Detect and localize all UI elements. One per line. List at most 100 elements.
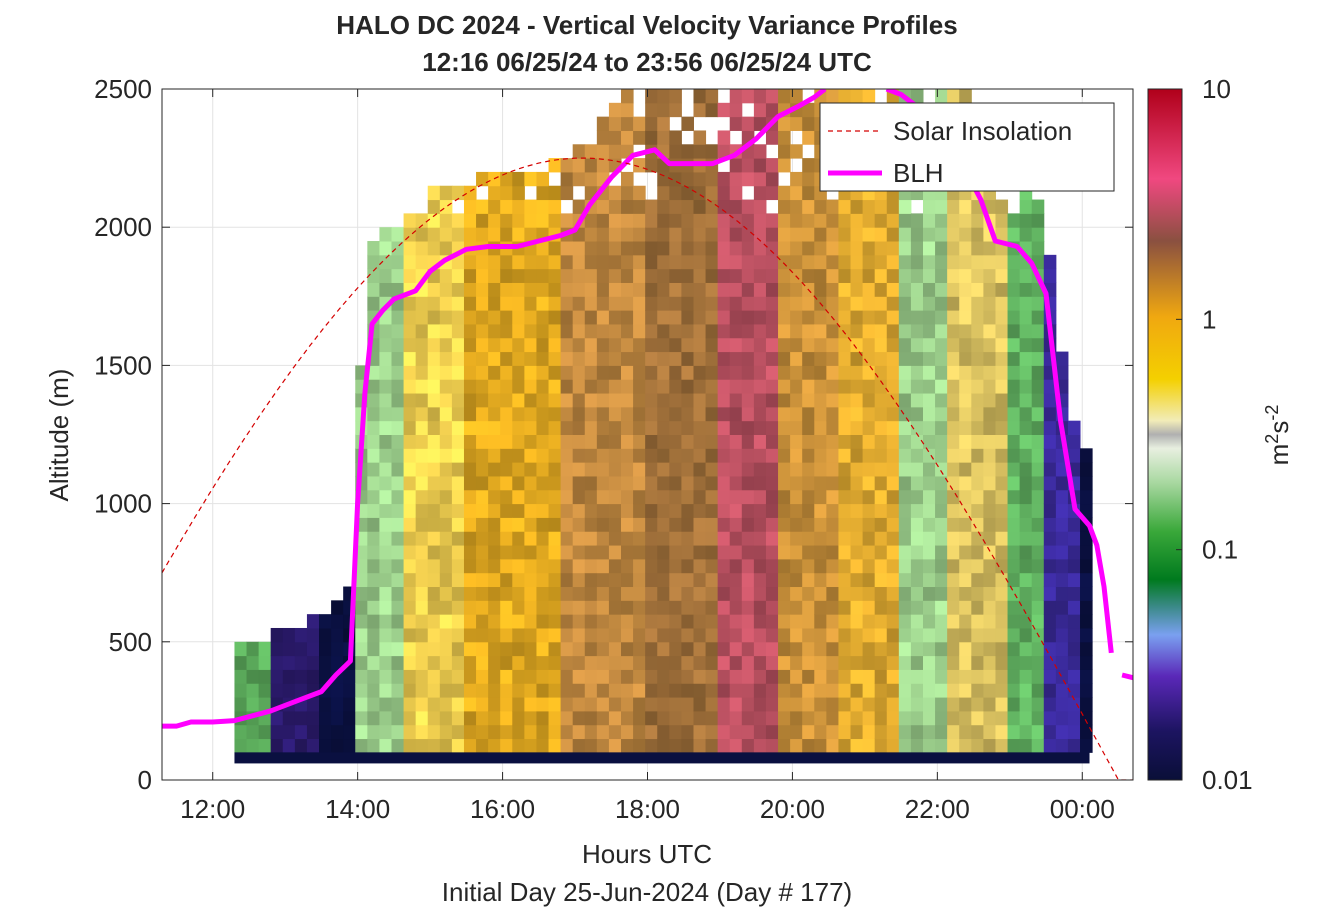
heatmap-cell bbox=[959, 545, 972, 560]
heatmap-cell bbox=[935, 213, 948, 228]
heatmap-cell bbox=[657, 489, 670, 505]
heatmap-cell bbox=[862, 655, 876, 670]
heatmap-cell bbox=[367, 393, 380, 408]
heatmap-cell bbox=[802, 600, 815, 615]
heatmap-cell bbox=[560, 545, 574, 560]
heatmap-cell bbox=[1019, 545, 1033, 560]
heatmap-cell bbox=[705, 351, 719, 366]
heatmap-cell bbox=[753, 379, 767, 394]
heatmap-cell bbox=[705, 641, 719, 657]
heatmap-cell bbox=[584, 545, 598, 560]
heatmap-cell bbox=[536, 213, 550, 228]
heatmap-cell bbox=[898, 641, 912, 657]
heatmap-cell bbox=[959, 310, 972, 325]
heatmap-cell bbox=[488, 365, 501, 380]
heatmap-cell bbox=[753, 545, 767, 560]
heatmap-cell bbox=[826, 641, 839, 657]
heatmap-cell bbox=[814, 558, 827, 574]
heatmap-cell bbox=[1080, 600, 1093, 615]
heatmap-cell bbox=[898, 462, 912, 477]
heatmap-cell bbox=[959, 517, 972, 532]
heatmap-cell bbox=[838, 448, 852, 463]
legend-box bbox=[819, 102, 1115, 192]
heatmap-cell bbox=[403, 724, 417, 740]
heatmap-cell bbox=[1080, 738, 1093, 753]
heatmap-cell bbox=[512, 310, 525, 325]
heatmap-cell bbox=[524, 462, 537, 477]
heatmap-cell bbox=[367, 697, 380, 712]
heatmap-cell bbox=[1080, 475, 1093, 491]
heatmap-cell bbox=[693, 199, 707, 214]
heatmap-cell bbox=[645, 296, 658, 311]
heatmap-cell bbox=[536, 503, 550, 518]
heatmap-cell bbox=[584, 531, 598, 546]
heatmap-cell bbox=[608, 655, 622, 670]
heatmap-cell bbox=[814, 627, 827, 643]
heatmap-cell bbox=[681, 558, 694, 574]
heatmap-cell bbox=[403, 323, 417, 339]
heatmap-cell bbox=[608, 393, 622, 408]
heatmap-cell bbox=[705, 448, 719, 463]
heatmap-cell bbox=[995, 323, 1009, 339]
heatmap-cell bbox=[874, 420, 888, 435]
heatmap-cell bbox=[910, 503, 924, 518]
y-tick-label: 500 bbox=[109, 627, 152, 657]
heatmap-cell bbox=[753, 351, 767, 366]
heatmap-cell bbox=[947, 462, 960, 477]
heatmap-cell bbox=[548, 323, 562, 339]
heatmap-cell bbox=[971, 600, 984, 615]
heatmap-cell bbox=[778, 296, 791, 311]
heatmap-cell bbox=[657, 683, 670, 698]
heatmap-cell bbox=[488, 448, 501, 463]
heatmap-cell bbox=[910, 627, 924, 643]
heatmap-cell bbox=[294, 738, 308, 753]
heatmap-cell bbox=[645, 572, 658, 588]
heatmap-cell bbox=[391, 434, 405, 449]
heatmap-cell bbox=[947, 614, 960, 629]
heatmap-cell bbox=[717, 323, 731, 339]
heatmap-cell bbox=[427, 393, 441, 408]
heatmap-cell bbox=[886, 683, 900, 698]
heatmap-cell bbox=[838, 241, 852, 256]
heatmap-cell bbox=[850, 268, 864, 283]
heatmap-cell bbox=[645, 724, 658, 740]
heatmap-cell bbox=[657, 614, 670, 629]
heatmap-cell bbox=[379, 475, 392, 491]
heatmap-cell bbox=[862, 724, 876, 740]
heatmap-cell bbox=[886, 724, 900, 740]
heatmap-cell bbox=[427, 627, 441, 643]
heatmap-cell bbox=[379, 641, 392, 657]
heatmap-cell bbox=[657, 669, 670, 684]
heatmap-cell bbox=[451, 627, 465, 643]
heatmap-cell bbox=[608, 130, 622, 145]
heatmap-cell bbox=[548, 531, 562, 546]
heatmap-cell bbox=[862, 545, 876, 560]
heatmap-cell bbox=[488, 669, 501, 684]
heatmap-cell bbox=[693, 517, 707, 532]
heatmap-cell bbox=[633, 710, 646, 726]
heatmap-cell bbox=[947, 475, 960, 491]
x-tick-label: 16:00 bbox=[470, 794, 535, 824]
heatmap-cell bbox=[814, 227, 827, 242]
heatmap-cell bbox=[572, 310, 586, 325]
heatmap-cell bbox=[379, 572, 392, 588]
heatmap-cell bbox=[802, 655, 815, 670]
heatmap-cell bbox=[331, 641, 344, 657]
heatmap-cell bbox=[874, 655, 888, 670]
heatmap-cell bbox=[572, 475, 586, 491]
heatmap-cell bbox=[1019, 393, 1033, 408]
heatmap-cell bbox=[403, 365, 417, 380]
heatmap-cell bbox=[451, 227, 465, 242]
heatmap-cell bbox=[850, 462, 864, 477]
heatmap-cell bbox=[621, 641, 634, 657]
heatmap-cell bbox=[898, 268, 912, 283]
heatmap-cell bbox=[548, 310, 562, 325]
heatmap-cell bbox=[500, 434, 513, 449]
heatmap-cell bbox=[379, 337, 392, 353]
heatmap-cell bbox=[608, 116, 622, 131]
heatmap-cell bbox=[463, 614, 477, 629]
heatmap-cell bbox=[560, 296, 574, 311]
heatmap-cell bbox=[621, 489, 634, 505]
heatmap-cell bbox=[983, 600, 996, 615]
heatmap-cell bbox=[451, 475, 465, 491]
